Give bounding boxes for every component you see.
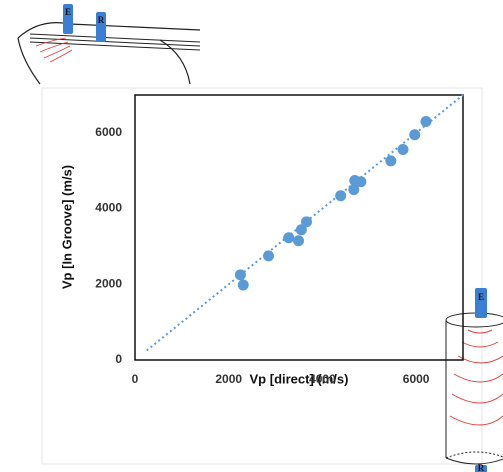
data-point <box>237 279 249 291</box>
data-point <box>409 129 421 141</box>
plot-frame <box>134 94 464 361</box>
data-point <box>295 224 307 236</box>
figure-frame <box>41 87 483 465</box>
cylinder-illustration <box>445 288 503 472</box>
probe-label: R <box>98 15 105 25</box>
data-point <box>348 184 360 196</box>
data-point <box>385 155 397 167</box>
x-axis-label: Vp [direct] (m/s) <box>250 371 349 386</box>
x-tick-label: 6000 <box>403 372 430 386</box>
x-tick-label: 0 <box>132 372 139 386</box>
data-point <box>263 250 275 262</box>
y-tick-label: 4000 <box>95 201 122 215</box>
data-point <box>234 269 246 281</box>
data-point <box>335 190 347 202</box>
y-tick-label: 2000 <box>95 276 122 290</box>
y-tick-label: 0 <box>115 352 122 366</box>
groove-illustration <box>17 4 201 85</box>
data-point <box>293 235 305 247</box>
probe-label: R <box>478 463 485 472</box>
data-point <box>355 176 367 188</box>
probe-label: E <box>478 292 484 302</box>
y-axis-label: Vp [In Groove] (m/s) <box>59 165 74 289</box>
x-tick-label: 2000 <box>215 372 242 386</box>
data-point <box>397 144 409 156</box>
data-point <box>283 232 295 244</box>
x-tick-label: 4000 <box>309 372 336 386</box>
data-point <box>300 216 312 228</box>
probe-label: E <box>65 7 71 17</box>
data-point <box>420 116 432 127</box>
y-tick-label: 6000 <box>95 125 122 139</box>
